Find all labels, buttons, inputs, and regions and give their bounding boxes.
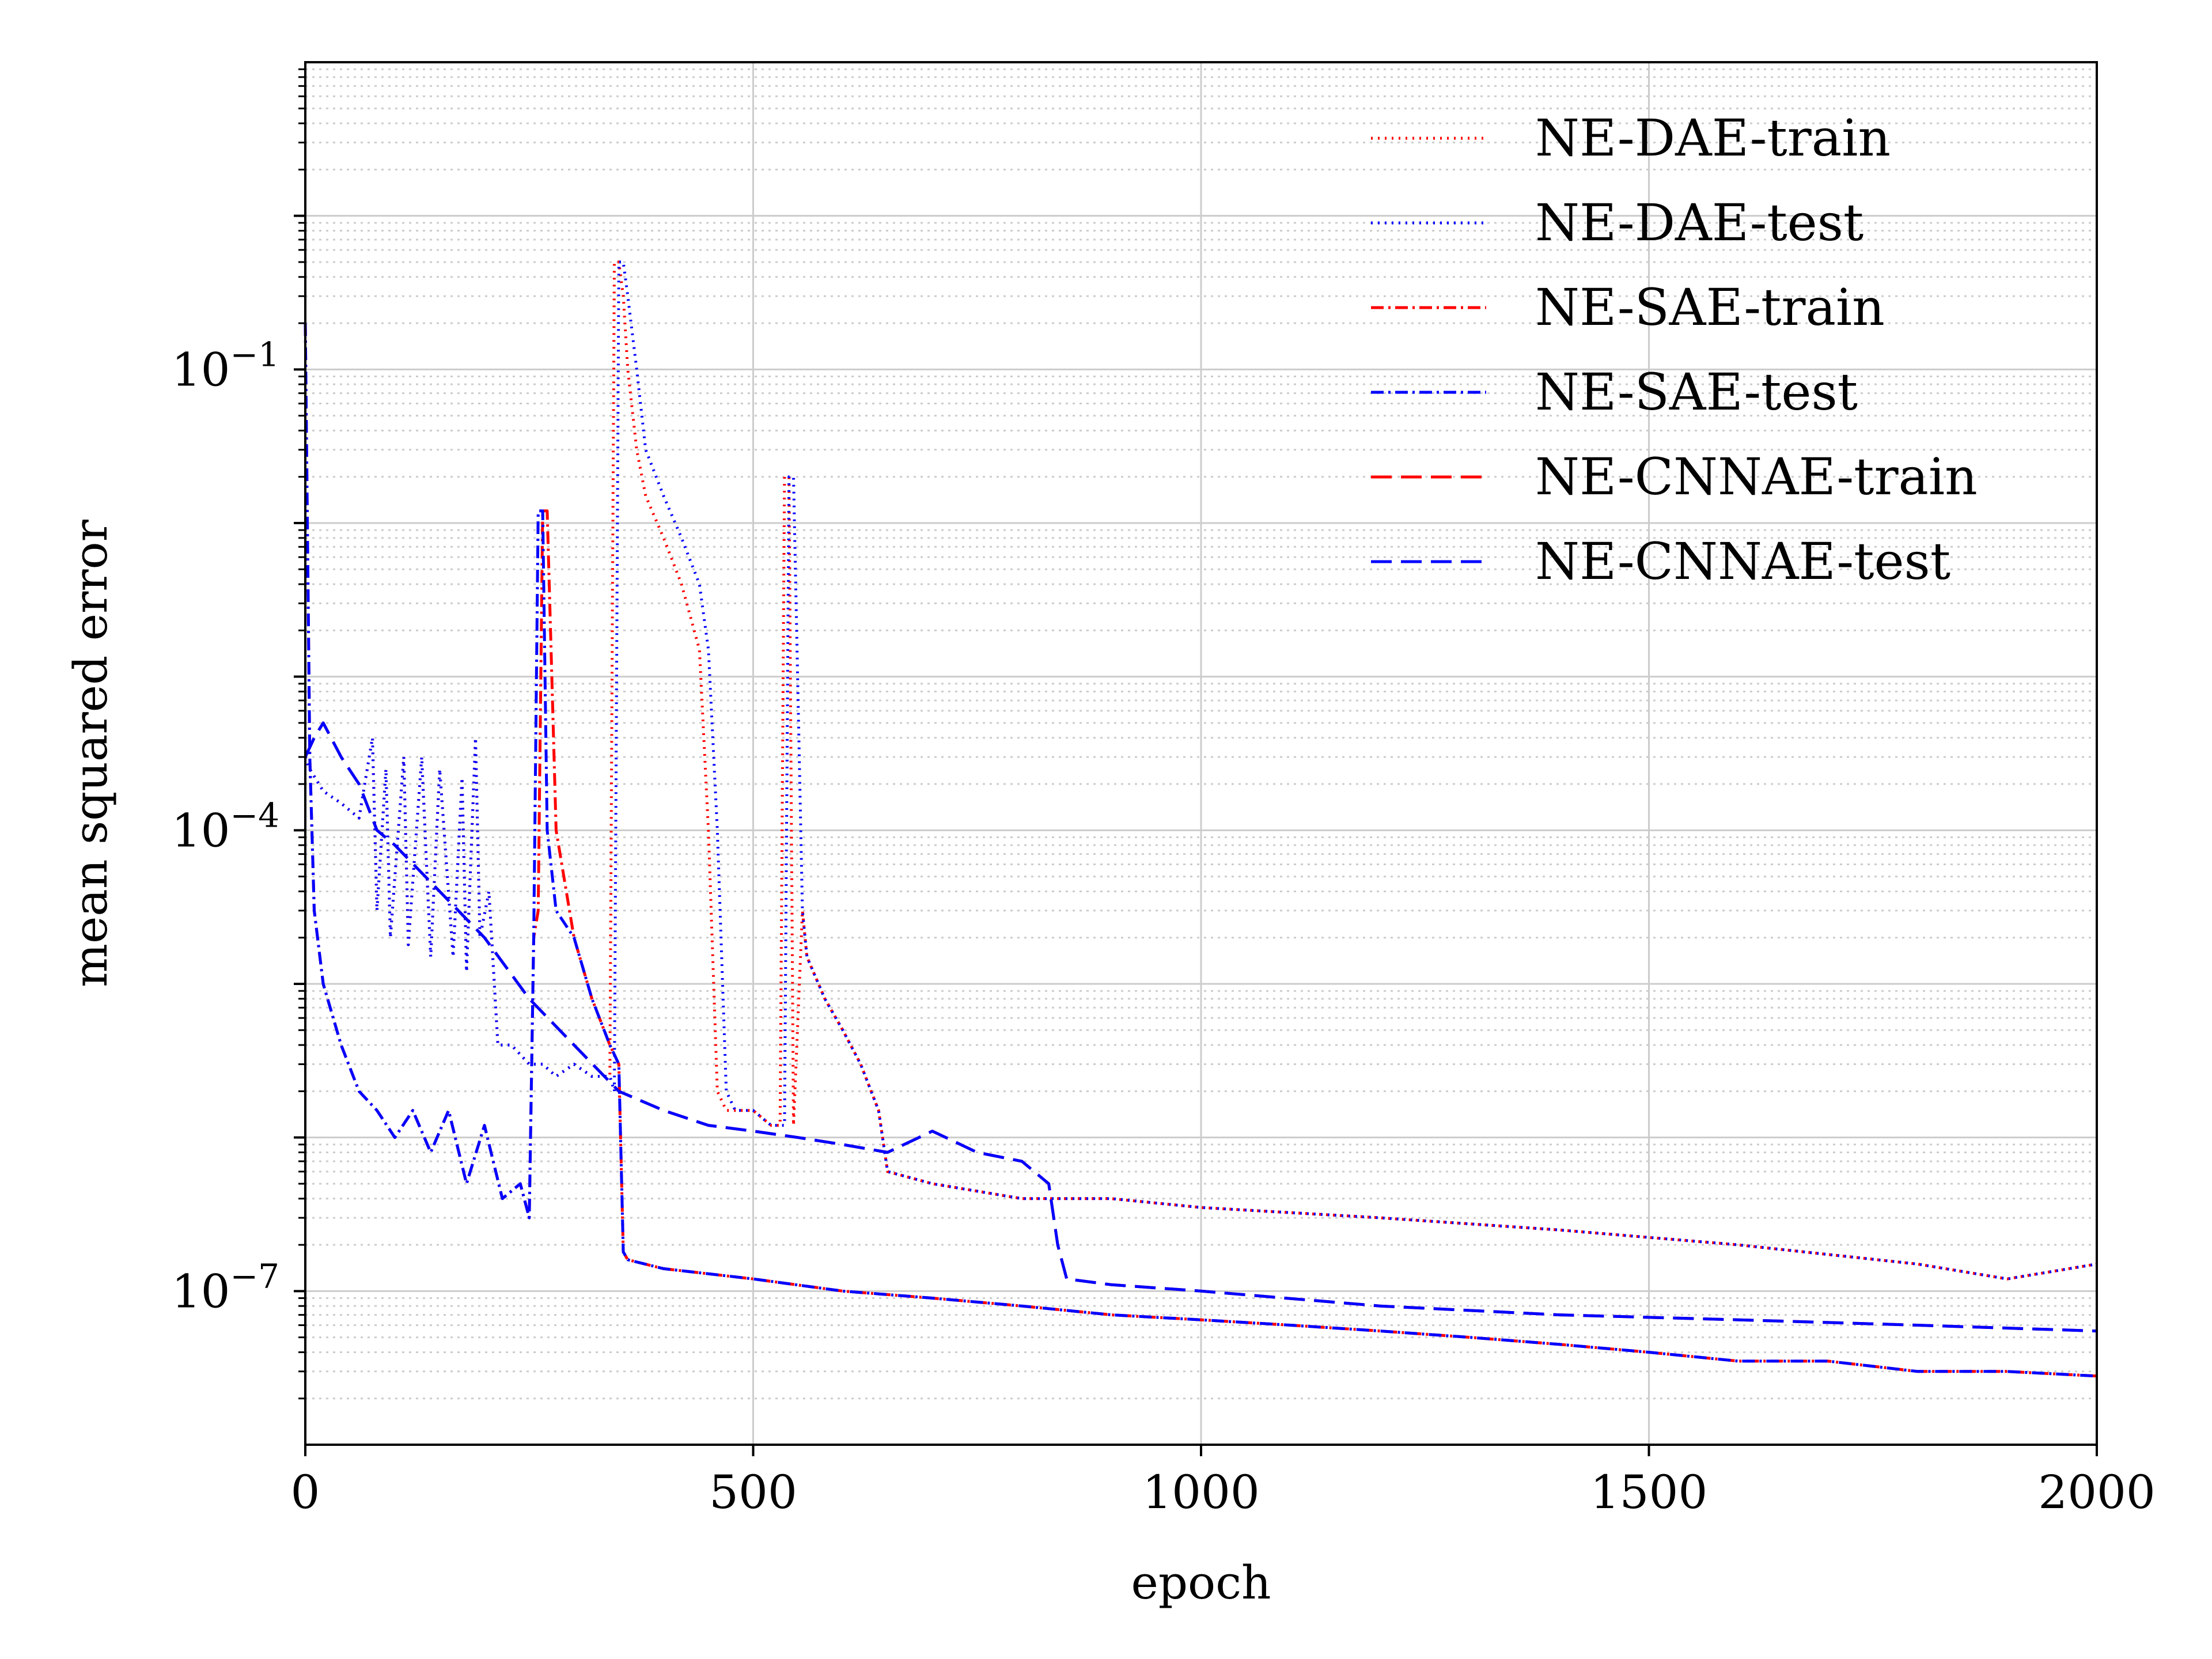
legend-label: NE-DAE-test: [1535, 193, 1863, 252]
legend-label: NE-CNNAE-train: [1535, 447, 1978, 506]
series-line-NE-DAE-train: [304, 260, 2097, 1281]
legend-label: NE-SAE-train: [1535, 278, 1885, 337]
x-tick-label: 1000: [1142, 1465, 1260, 1519]
legend-label: NE-SAE-test: [1535, 362, 1858, 422]
y-tick-label: 10−7: [172, 1256, 279, 1318]
y-axis-label: mean squared error: [64, 519, 118, 987]
x-tick-label: 0: [291, 1465, 320, 1519]
x-axis-label: epoch: [1131, 1556, 1271, 1609]
x-tick-label: 1500: [1590, 1465, 1708, 1519]
grid: [304, 62, 2098, 1445]
x-tick-label: 2000: [2038, 1465, 2156, 1519]
series-line-NE-SAE-test: [304, 323, 2097, 1378]
legend-label: NE-CNNAE-test: [1535, 532, 1950, 591]
legend-label: NE-DAE-train: [1535, 108, 1891, 168]
series-line-NE-CNNAE-test: [304, 721, 2097, 1333]
series-layer: [304, 260, 2097, 1378]
axis-ticks: 0 500 1000 1500 2000 10−7 10−4 10−1: [172, 68, 2156, 1519]
x-tick-label: 500: [709, 1465, 797, 1519]
legend: NE-DAE-train NE-DAE-test NE-SAE-train NE-SA…: [1371, 108, 1978, 591]
y-tick-label: 10−1: [172, 335, 279, 396]
y-tick-label: 10−4: [172, 796, 279, 857]
